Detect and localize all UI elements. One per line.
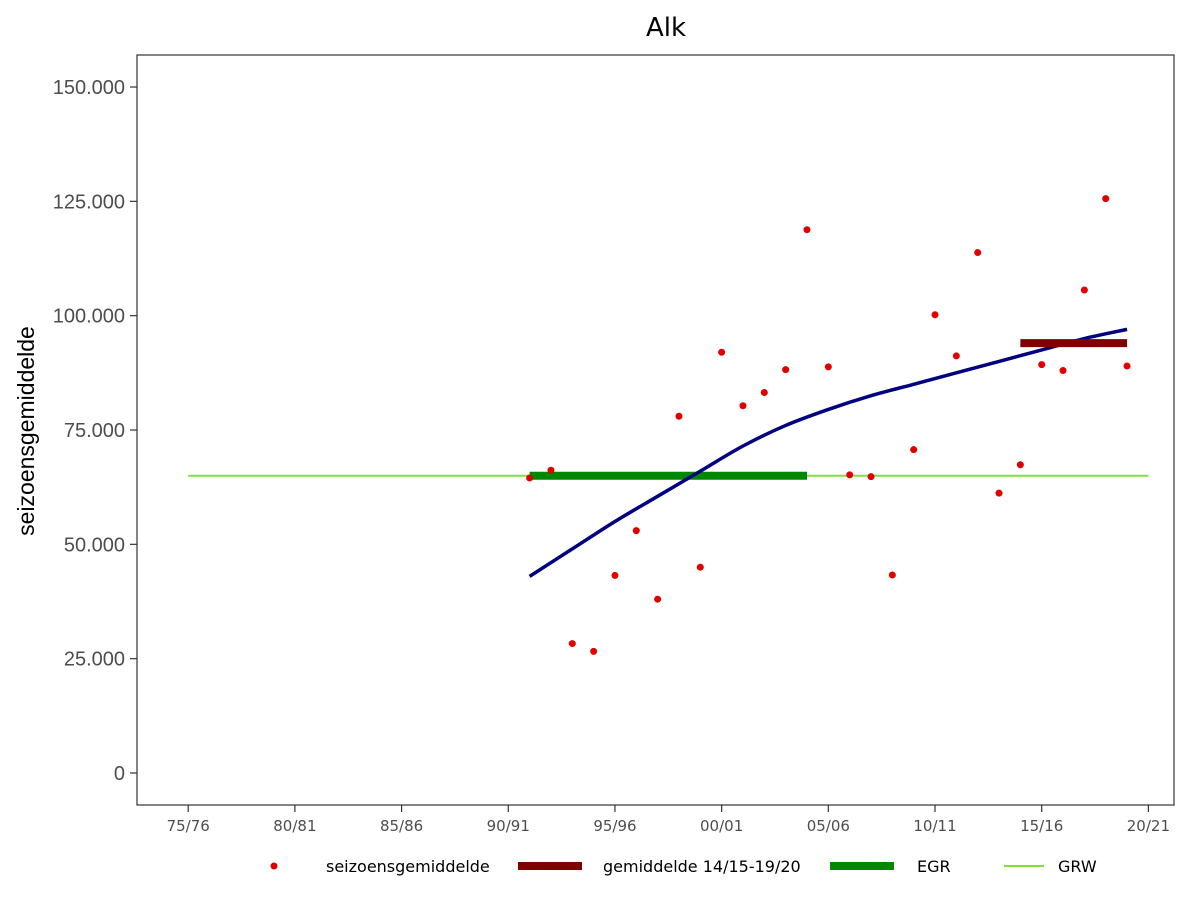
data-point: [526, 474, 534, 482]
data-point: [1080, 286, 1088, 294]
x-tick-label: 85/86: [380, 817, 423, 835]
data-point: [824, 363, 832, 371]
data-point: [888, 571, 896, 579]
legend-label: EGR: [917, 857, 951, 876]
data-point: [632, 527, 640, 535]
data-point: [931, 311, 939, 319]
legend-key-seizoensgemiddelde: [270, 862, 278, 870]
data-point: [760, 389, 768, 396]
data-point: [718, 348, 726, 356]
data-point: [611, 571, 619, 579]
legend-label: seizoensgemiddelde: [326, 857, 490, 876]
data-point: [1102, 195, 1110, 203]
y-tick-label: 50.000: [64, 534, 125, 556]
x-tick-label: 00/01: [700, 817, 743, 835]
data-point: [995, 489, 1003, 497]
x-tick-label: 75/76: [167, 817, 210, 835]
plot-marks: [188, 195, 1149, 655]
y-tick-label: 0: [114, 763, 125, 785]
data-point: [675, 412, 683, 420]
data-point: [867, 473, 875, 481]
legend-label: gemiddelde 14/15-19/20: [603, 857, 801, 876]
x-axis: 75/76 80/81 85/86 90/91 95/96 00/01 05/06 10/11…: [167, 805, 1170, 835]
data-point: [568, 640, 576, 648]
x-tick-label: 20/21: [1127, 817, 1170, 835]
data-point: [952, 352, 960, 360]
data-point: [803, 226, 811, 234]
x-tick-label: 90/91: [487, 817, 530, 835]
data-point: [1123, 362, 1131, 370]
data-point: [1016, 461, 1024, 469]
data-point: [547, 466, 555, 474]
trend-line: [528, 327, 1128, 578]
data-point: [1038, 361, 1046, 369]
data-point: [590, 647, 598, 655]
y-axis: 0 25.000 50.000 75.000 100.000 125.000 150.000: [53, 77, 137, 785]
x-tick-label: 95/96: [593, 817, 636, 835]
legend: seizoensgemiddelde gemiddelde 14/15-19/20…: [270, 857, 1097, 876]
data-point: [739, 402, 747, 410]
data-point: [696, 563, 704, 571]
y-tick-label: 150.000: [53, 77, 125, 99]
x-tick-label: 80/81: [273, 817, 316, 835]
chart-title: Alk: [646, 13, 686, 43]
plot-panel: [136, 54, 1175, 806]
data-point: [910, 446, 918, 454]
y-tick-label: 75.000: [64, 420, 125, 442]
legend-label: GRW: [1058, 857, 1097, 876]
x-tick-label: 15/16: [1020, 817, 1063, 835]
y-tick-label: 100.000: [53, 306, 125, 328]
x-tick-label: 05/06: [807, 817, 850, 835]
y-tick-label: 125.000: [53, 191, 125, 213]
y-axis-label: seizoensgemiddelde: [13, 326, 39, 536]
y-tick-label: 25.000: [64, 649, 125, 671]
data-point: [1059, 367, 1067, 375]
data-point: [846, 471, 854, 479]
data-point: [974, 249, 982, 257]
data-point: [782, 366, 790, 374]
x-tick-label: 10/11: [913, 817, 956, 835]
data-point: [654, 595, 662, 603]
